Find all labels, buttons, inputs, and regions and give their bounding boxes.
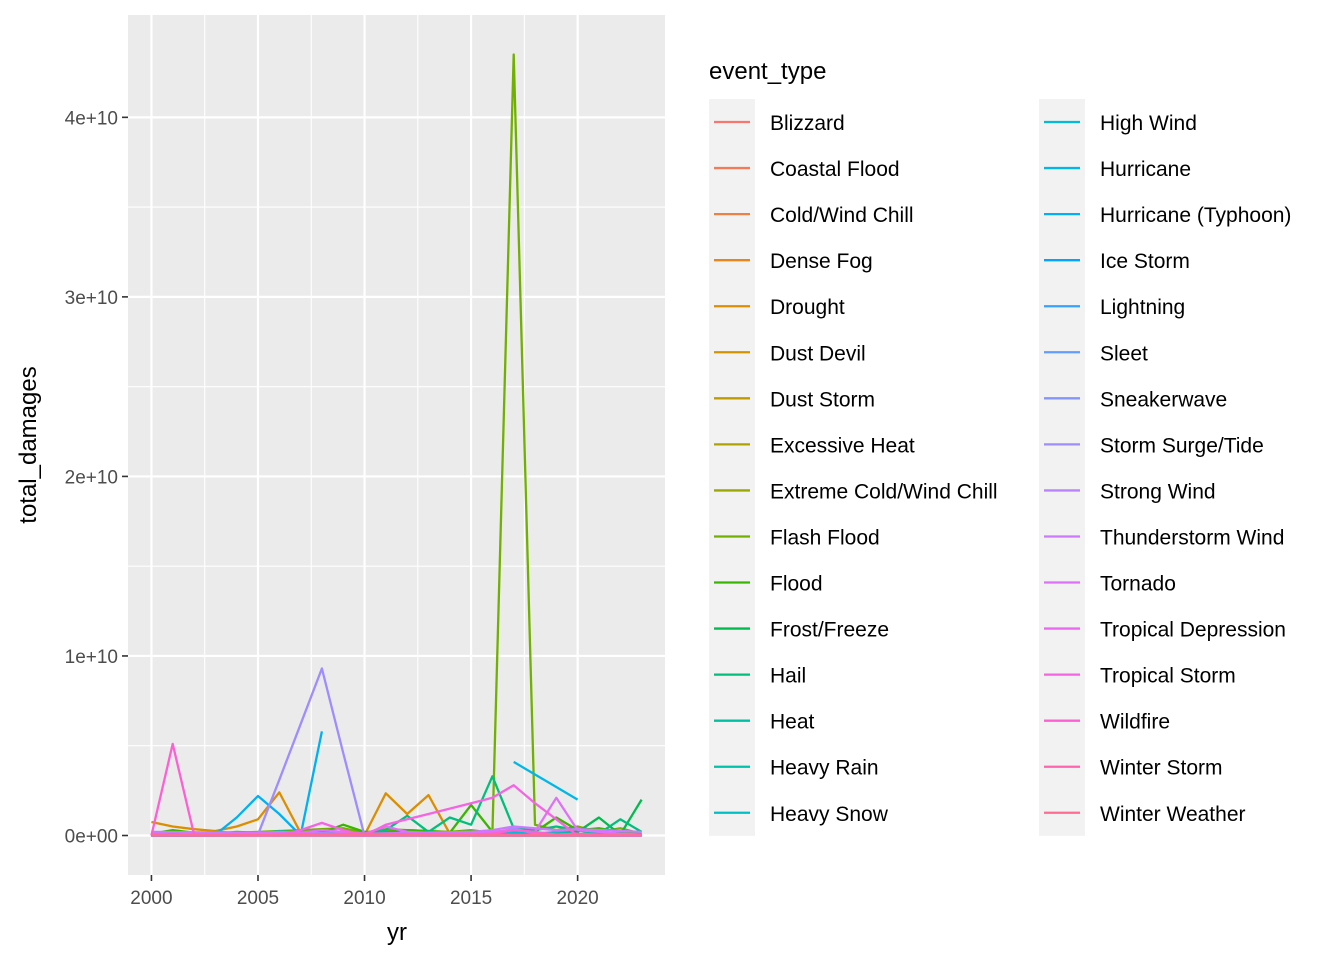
legend-label-drought: Drought [770,296,845,319]
series-line-hurricane [513,760,579,801]
legend-label-winter-weather: Winter Weather [1100,803,1246,826]
legend-label-hail: Hail [770,665,806,688]
legend-key-background [1039,99,1085,836]
legend-label-tropical-depression: Tropical Depression [1100,619,1286,642]
legend-label-blizzard: Blizzard [770,112,845,135]
legend-label-storm-surge-tide: Storm Surge/Tide [1100,434,1264,457]
x-tick-label: 2010 [343,888,385,909]
y-axis-title: total_damages [15,366,42,523]
x-tick-label: 2015 [450,888,492,909]
legend-label-heavy-rain: Heavy Rain [770,757,879,780]
legend-label-heavy-snow: Heavy Snow [770,803,889,826]
legend-label-thunderstorm-wind: Thunderstorm Wind [1100,526,1284,549]
y-tick-label: 3e+10 [65,288,118,309]
series-lines [150,53,643,837]
legend-label-cold-wind-chill: Cold/Wind Chill [770,204,914,227]
legend: Blizzard Coastal Flood Cold/Wind Chill Dens… [709,99,1291,836]
legend-label-flash-flood: Flash Flood [770,526,880,549]
legend-label-hurricane-typhoon: Hurricane (Typhoon) [1100,204,1291,227]
legend-title: event_type [709,58,826,85]
x-tick-label: 2000 [130,888,172,909]
legend-label-frost-freeze: Frost/Freeze [770,619,889,642]
y-axis: 0e+00 1e+10 2e+10 3e+10 4e+10 [65,108,128,848]
legend-label-ice-storm: Ice Storm [1100,250,1190,273]
legend-label-strong-wind: Strong Wind [1100,480,1216,503]
legend-label-extreme-cold-wind-chill: Extreme Cold/Wind Chill [770,480,998,503]
legend-label-high-wind: High Wind [1100,112,1197,135]
legend-label-dust-storm: Dust Storm [770,388,875,411]
legend-label-dense-fog: Dense Fog [770,250,873,273]
legend-label-flood: Flood [770,573,823,596]
series-line-drought [151,791,642,837]
legend-label-hurricane: Hurricane [1100,158,1191,181]
y-tick-label: 2e+10 [65,467,118,488]
x-tick-label: 2005 [237,888,279,909]
legend-label-winter-storm: Winter Storm [1100,757,1223,780]
y-tick-label: 4e+10 [65,108,118,129]
legend-label-heat: Heat [770,711,815,734]
legend-label-lightning: Lightning [1100,296,1185,319]
legend-label-dust-devil: Dust Devil [770,342,866,365]
legend-label-tropical-storm: Tropical Storm [1100,665,1236,688]
legend-label-sleet: Sleet [1100,342,1148,365]
x-axis: 2000 2005 2010 2015 2020 [130,875,599,909]
x-axis-title: yr [387,919,407,946]
x-tick-label: 2020 [556,888,598,909]
legend-label-sneakerwave: Sneakerwave [1100,388,1227,411]
legend-label-tornado: Tornado [1100,573,1176,596]
y-tick-label: 1e+10 [65,647,118,668]
legend-label-coastal-flood: Coastal Flood [770,158,900,181]
grid-minor [128,15,665,875]
legend-label-wildfire: Wildfire [1100,711,1170,734]
legend-label-excessive-heat: Excessive Heat [770,434,915,457]
panel-background [128,15,665,875]
y-tick-label: 0e+00 [65,827,118,848]
legend-key-background [709,99,755,836]
